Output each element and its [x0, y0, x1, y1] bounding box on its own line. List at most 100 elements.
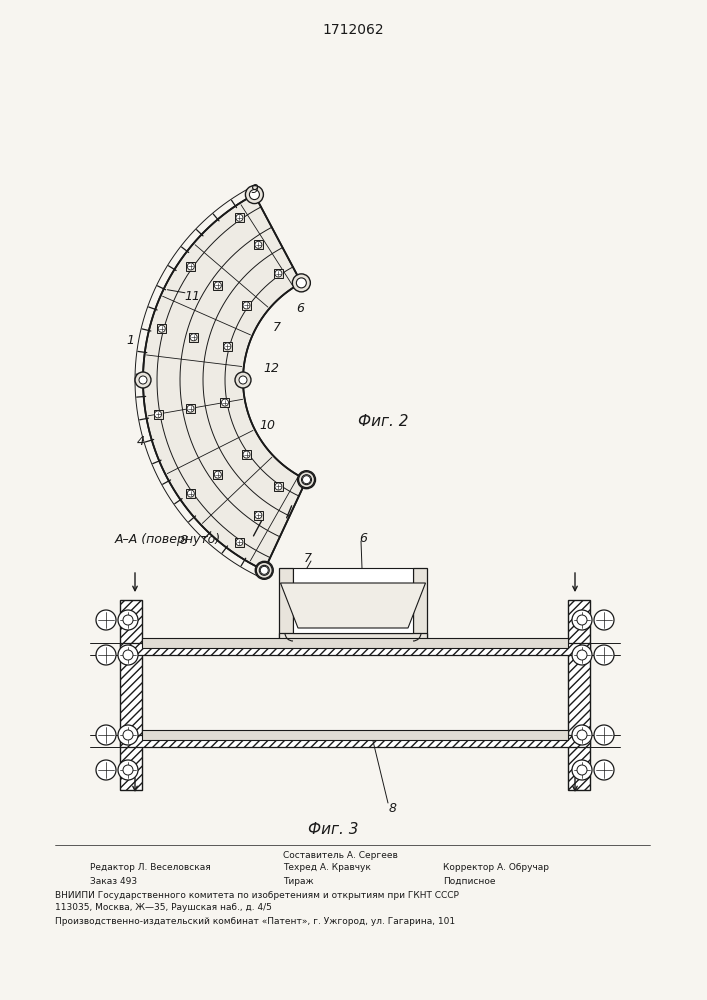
Circle shape — [245, 186, 264, 204]
Circle shape — [250, 190, 259, 200]
Circle shape — [298, 472, 315, 488]
Circle shape — [594, 725, 614, 745]
Text: A–A (повернуто): A–A (повернуто) — [115, 534, 221, 546]
Bar — [235, 213, 244, 222]
Circle shape — [118, 760, 138, 780]
Circle shape — [96, 645, 116, 665]
Circle shape — [256, 562, 272, 578]
Circle shape — [96, 610, 116, 630]
Bar — [279, 568, 293, 643]
Circle shape — [118, 645, 138, 665]
Text: Техред А. Кравчук: Техред А. Кравчук — [283, 863, 371, 872]
Circle shape — [96, 760, 116, 780]
Text: Тираж: Тираж — [283, 876, 314, 886]
Text: 10: 10 — [259, 419, 275, 432]
Bar — [413, 568, 427, 643]
Text: 8: 8 — [389, 802, 397, 814]
Bar — [254, 511, 263, 520]
Circle shape — [123, 765, 133, 775]
Bar — [120, 643, 590, 655]
Bar — [293, 568, 413, 633]
Bar — [279, 633, 427, 643]
Bar — [189, 333, 198, 342]
Circle shape — [187, 405, 194, 412]
Bar — [214, 470, 222, 479]
Bar — [142, 730, 568, 740]
Text: 7: 7 — [304, 552, 312, 564]
Circle shape — [594, 610, 614, 630]
Bar — [254, 240, 263, 249]
Bar — [120, 600, 142, 790]
Circle shape — [275, 270, 282, 277]
Circle shape — [298, 471, 315, 489]
Circle shape — [118, 610, 138, 630]
Bar — [120, 735, 590, 747]
Bar — [274, 482, 283, 491]
Text: 6: 6 — [359, 532, 367, 544]
Text: 11: 11 — [185, 290, 201, 303]
Bar — [242, 450, 251, 459]
Circle shape — [577, 730, 587, 740]
Bar — [157, 324, 166, 333]
Bar — [186, 404, 195, 413]
Circle shape — [155, 411, 161, 418]
Circle shape — [577, 650, 587, 660]
Circle shape — [572, 725, 592, 745]
Bar — [187, 489, 195, 498]
Circle shape — [243, 451, 250, 458]
Text: Составитель А. Сергеев: Составитель А. Сергеев — [283, 850, 398, 859]
Circle shape — [158, 325, 165, 332]
Circle shape — [572, 610, 592, 630]
Text: 7: 7 — [273, 321, 281, 334]
Text: Заказ 493: Заказ 493 — [90, 876, 137, 886]
Circle shape — [572, 760, 592, 780]
Bar — [274, 269, 283, 278]
Circle shape — [187, 490, 194, 497]
Bar — [242, 301, 251, 310]
Circle shape — [301, 475, 312, 485]
Circle shape — [296, 278, 306, 288]
Bar — [235, 538, 244, 547]
Circle shape — [255, 241, 262, 248]
Circle shape — [236, 539, 243, 546]
Text: Фиг. 3: Фиг. 3 — [308, 822, 358, 838]
Circle shape — [239, 376, 247, 384]
Bar — [223, 342, 232, 351]
Circle shape — [236, 214, 243, 221]
Circle shape — [123, 615, 133, 625]
Circle shape — [594, 760, 614, 780]
Text: Подписное: Подписное — [443, 876, 496, 886]
Circle shape — [577, 765, 587, 775]
Circle shape — [118, 725, 138, 745]
Text: 1: 1 — [126, 334, 134, 347]
Circle shape — [123, 730, 133, 740]
Circle shape — [577, 615, 587, 625]
Bar — [187, 262, 195, 271]
Circle shape — [187, 263, 194, 270]
Circle shape — [190, 334, 197, 341]
Circle shape — [96, 725, 116, 745]
Text: 4: 4 — [136, 435, 144, 448]
Circle shape — [139, 376, 147, 384]
Text: Фиг. 2: Фиг. 2 — [358, 414, 408, 430]
Circle shape — [259, 565, 269, 575]
Bar — [214, 281, 222, 290]
Text: Производственно-издательский комбинат «Патент», г. Ужгород, ул. Гагарина, 101: Производственно-издательский комбинат «П… — [55, 916, 455, 926]
Circle shape — [243, 302, 250, 309]
Polygon shape — [143, 195, 307, 570]
Bar — [221, 398, 230, 407]
Text: Редактор Л. Веселовская: Редактор Л. Веселовская — [90, 863, 211, 872]
Bar — [153, 410, 163, 419]
Circle shape — [275, 483, 282, 490]
Text: Корректор А. Обручар: Корректор А. Обручар — [443, 863, 549, 872]
Circle shape — [235, 372, 251, 388]
Polygon shape — [281, 583, 426, 628]
Circle shape — [255, 512, 262, 519]
Text: 113035, Москва, Ж—35, Раушская наб., д. 4/5: 113035, Москва, Ж—35, Раушская наб., д. … — [55, 904, 272, 912]
Circle shape — [303, 476, 310, 484]
Circle shape — [214, 282, 221, 289]
Circle shape — [221, 399, 228, 406]
Circle shape — [214, 471, 221, 478]
Circle shape — [293, 274, 310, 292]
Text: ВНИИПИ Государственного комитета по изобретениям и открытиям при ГКНТ СССР: ВНИИПИ Государственного комитета по изоб… — [55, 890, 459, 900]
